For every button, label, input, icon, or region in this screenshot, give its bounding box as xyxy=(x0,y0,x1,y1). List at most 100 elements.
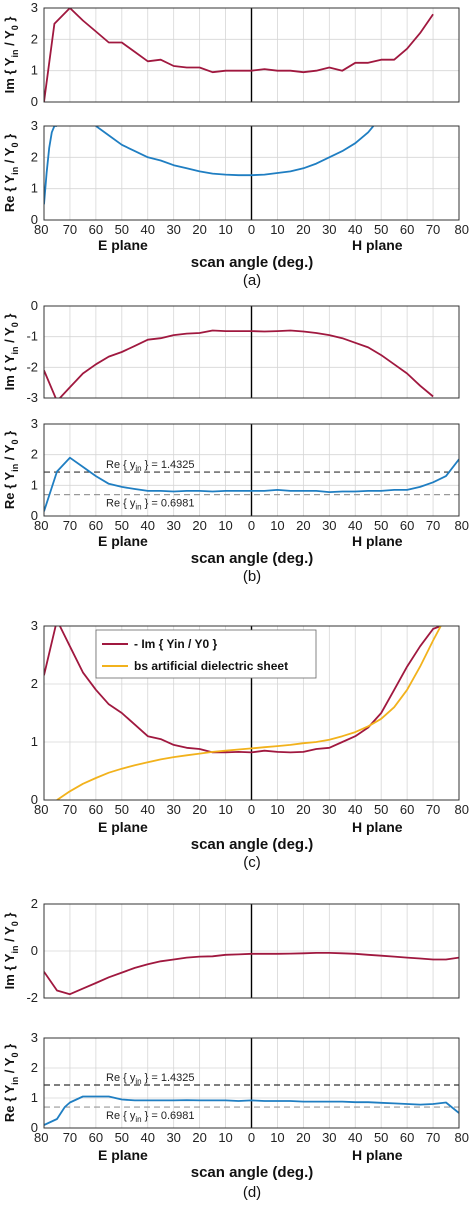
data-series-line xyxy=(95,126,375,177)
x-tick-label: 0 xyxy=(248,802,255,817)
y-axis-label-text: Im { Yin / Y0 } xyxy=(2,17,20,94)
x-tick-label: 50 xyxy=(115,1130,129,1145)
y-tick-label: 3 xyxy=(31,618,38,633)
x-tick-label: 60 xyxy=(89,802,103,817)
x-tick-label: 10 xyxy=(218,222,232,237)
x-tick-label: 30 xyxy=(166,802,180,817)
x-tick-label: 70 xyxy=(63,802,77,817)
y-tick-label: 0 xyxy=(31,94,38,109)
x-tick-label: 50 xyxy=(374,1130,388,1145)
x-tick-label: 40 xyxy=(348,518,362,533)
x-tick-label: 10 xyxy=(270,802,284,817)
plot-frame xyxy=(43,305,460,399)
x-tick-label: 80 xyxy=(34,802,48,817)
y-tick-label: 2 xyxy=(31,1060,38,1075)
x-axis-label: scan angle (deg.) xyxy=(191,254,314,271)
plot-frame xyxy=(43,125,460,221)
x-tick-label: 20 xyxy=(192,518,206,533)
x-tick-label: 10 xyxy=(218,1130,232,1145)
x-tick-label: 20 xyxy=(296,1130,310,1145)
y-tick-label: 1 xyxy=(31,734,38,749)
series-group xyxy=(44,126,375,205)
series-group xyxy=(44,1095,459,1126)
y-tick-label: 3 xyxy=(31,0,38,15)
x-tick-label: 40 xyxy=(348,802,362,817)
data-series-line xyxy=(44,329,434,398)
y-axis-label-text: Re { Yin / Y0 } xyxy=(2,134,20,212)
data-series-line xyxy=(44,456,459,512)
y-tick-label: 0 xyxy=(31,943,38,958)
plot-frame xyxy=(43,1037,460,1129)
x-tick-label: 30 xyxy=(166,222,180,237)
y-tick-label: 2 xyxy=(31,149,38,164)
subplot: 0 1 2 3 Re { yin } = 1.4325 Re { yin } = 0.69… xyxy=(2,416,460,523)
data-series-line xyxy=(44,126,57,205)
y-tick-label: -3 xyxy=(26,390,38,405)
x-tick-label: 70 xyxy=(63,518,77,533)
y-tick-label: -1 xyxy=(26,329,38,344)
e-plane-label: E plane xyxy=(98,1147,148,1163)
y-tick-label: 2 xyxy=(31,896,38,911)
panel-caption: (b) xyxy=(243,568,261,585)
x-tick-label: 70 xyxy=(426,1130,440,1145)
x-tick-label: 40 xyxy=(141,222,155,237)
x-tick-label: 20 xyxy=(192,222,206,237)
h-plane-label: H plane xyxy=(352,1147,403,1163)
x-tick-label: 10 xyxy=(270,1130,284,1145)
x-tick-label: 20 xyxy=(192,1130,206,1145)
plot-frame xyxy=(43,625,460,801)
x-tick-label: 40 xyxy=(141,802,155,817)
legend-box xyxy=(95,629,317,679)
x-tick-label: 20 xyxy=(192,802,206,817)
e-plane-label: E plane xyxy=(98,819,148,835)
y-tick-label: -2 xyxy=(26,359,38,374)
x-tick-label: 70 xyxy=(426,518,440,533)
x-tick-label: 70 xyxy=(426,802,440,817)
reference-line-label: Re { yin } = 0.6981 xyxy=(106,1110,195,1124)
panel-b: -3 -2 -1 0 Im { Yin / Y0 } 0 1 2 3 Re { yin } = 1… xyxy=(2,298,469,585)
y-tick-label: -2 xyxy=(26,990,38,1005)
subplot: 0 1 2 3 Re { yin } = 1.4325 Re { yin } = 0.69… xyxy=(2,1030,460,1135)
reference-line-label: Re { yin } = 1.4325 xyxy=(106,1072,195,1086)
h-plane-label: H plane xyxy=(352,237,403,253)
x-tick-label: 50 xyxy=(374,802,388,817)
x-tick-label: 30 xyxy=(322,1130,336,1145)
subplot: -3 -2 -1 0 Im { Yin / Y0 } xyxy=(2,298,460,405)
x-tick-label: 50 xyxy=(115,222,129,237)
reference-line-label: Re { yin } = 0.6981 xyxy=(106,498,195,512)
panel-caption: (c) xyxy=(243,854,261,871)
x-tick-label: 0 xyxy=(248,222,255,237)
series-group xyxy=(44,952,459,996)
panel-d: -2 0 2 Im { Yin / Y0 } 0 1 2 3 Re { yin } = 1.43… xyxy=(2,896,469,1201)
x-tick-label: 60 xyxy=(400,802,414,817)
x-tick-label: 50 xyxy=(374,518,388,533)
y-tick-label: 2 xyxy=(31,31,38,46)
x-axis: 80 70 60 50 40 30 20 10 0 10 20 30 40 50 60 70 80 E plane… xyxy=(34,518,469,567)
x-tick-label: 60 xyxy=(400,222,414,237)
y-tick-label: 0 xyxy=(31,212,38,227)
legend-label: bs artificial dielectric sheet xyxy=(134,659,288,673)
e-plane-label: E plane xyxy=(98,237,148,253)
y-axis-label: Re { Yin / Y0 } xyxy=(2,431,20,509)
x-tick-label: 70 xyxy=(426,222,440,237)
y-axis-label-text: Im { Yin / Y0 } xyxy=(2,314,20,391)
e-plane-label: E plane xyxy=(98,533,148,549)
x-tick-label: 50 xyxy=(115,518,129,533)
x-tick-label: 50 xyxy=(374,222,388,237)
x-tick-label: 40 xyxy=(141,518,155,533)
x-tick-label: 10 xyxy=(218,518,232,533)
plot-frame xyxy=(43,423,460,517)
series-group xyxy=(44,456,459,512)
x-tick-label: 80 xyxy=(455,518,469,533)
x-tick-label: 10 xyxy=(270,518,284,533)
x-tick-label: 80 xyxy=(34,222,48,237)
x-tick-label: 30 xyxy=(166,518,180,533)
y-tick-label: 1 xyxy=(31,63,38,78)
x-tick-label: 30 xyxy=(166,1130,180,1145)
x-tick-label: 20 xyxy=(296,518,310,533)
x-tick-label: 60 xyxy=(89,1130,103,1145)
y-axis-label-text: Im { Yin / Y0 } xyxy=(2,913,20,990)
x-tick-label: 30 xyxy=(322,222,336,237)
y-axis-label-text: Re { Yin / Y0 } xyxy=(2,431,20,509)
